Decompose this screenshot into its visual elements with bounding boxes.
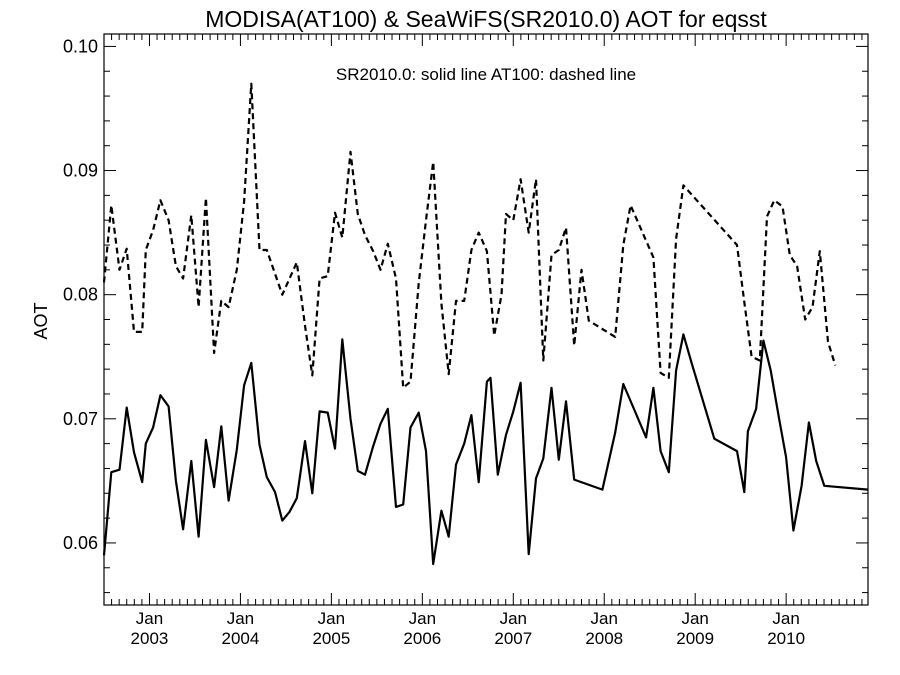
x-tick-month-label: Jan [591,609,618,628]
x-tick-year-label: 2007 [494,629,532,648]
y-tick-label: 0.07 [63,409,98,429]
chart-title: MODISA(AT100) & SeaWiFS(SR2010.0) AOT fo… [205,6,767,32]
x-tick-month-label: Jan [318,609,345,628]
x-tick-month-label: Jan [772,609,799,628]
y-tick-label: 0.10 [63,36,98,56]
series-line-solid [102,333,869,566]
y-tick-label: 0.06 [63,533,98,553]
x-tick-month-label: Jan [500,609,527,628]
x-tick-month-label: Jan [681,609,708,628]
x-tick-year-label: 2003 [131,629,169,648]
y-tick-label: 0.09 [63,161,98,181]
x-tick-year-label: 2004 [222,629,260,648]
x-tick-year-label: 2008 [585,629,623,648]
x-tick-month-label: Jan [136,609,163,628]
y-axis-label: AOT [31,302,51,339]
x-tick-year-label: 2005 [312,629,350,648]
line-style-annotation: SR2010.0: solid line AT100: dashed line [336,65,636,84]
x-tick-month-label: Jan [227,609,254,628]
x-tick-year-label: 2010 [767,629,805,648]
plot-frame [103,33,869,606]
y-tick-label: 0.08 [63,285,98,305]
series-line-dashed [102,82,837,389]
x-tick-year-label: 2009 [676,629,714,648]
plot-area: 0.060.070.080.090.10Jan2003Jan2004Jan200… [63,33,869,648]
x-tick-month-label: Jan [409,609,436,628]
x-tick-year-label: 2006 [403,629,441,648]
